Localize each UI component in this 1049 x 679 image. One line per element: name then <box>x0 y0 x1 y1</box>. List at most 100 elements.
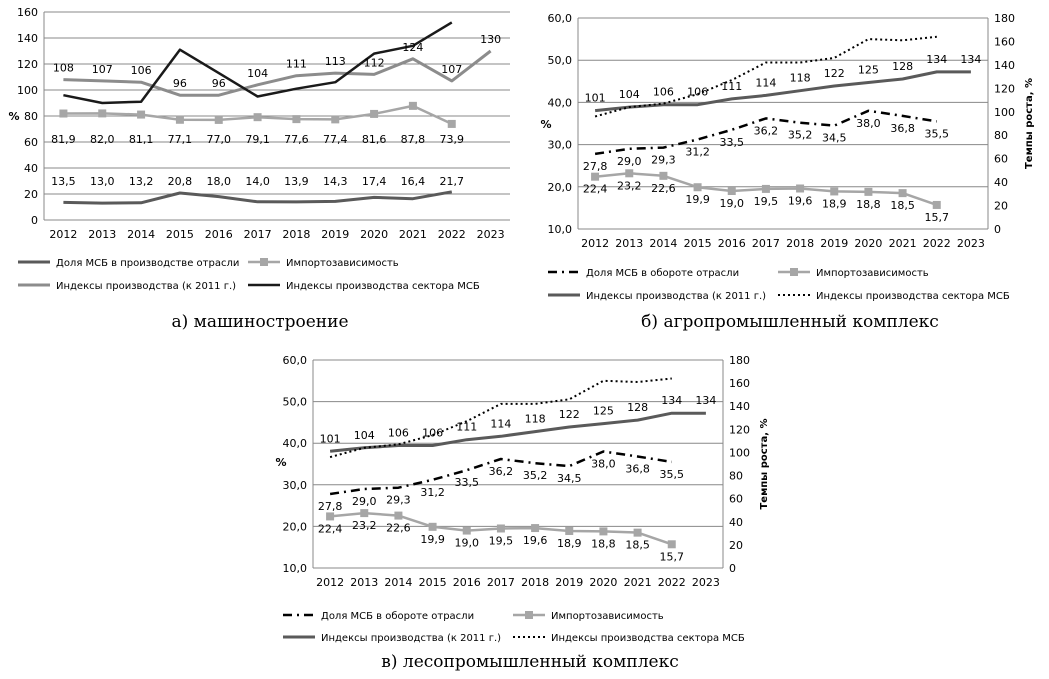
y-tick-label: 10,0 <box>283 562 308 575</box>
series-marker-1 <box>447 119 456 128</box>
data-label: 19,9 <box>420 533 445 546</box>
data-label: 31,2 <box>420 486 445 499</box>
data-label: 128 <box>627 401 648 414</box>
y-tick-label: 40,0 <box>283 437 308 450</box>
data-label: 96 <box>173 77 187 90</box>
data-label: 79,1 <box>245 133 270 146</box>
y2-tick-label: 120 <box>729 423 750 436</box>
x-tick-label: 2014 <box>649 237 677 250</box>
series-marker-1 <box>693 183 702 192</box>
data-label: 106 <box>422 427 443 440</box>
data-label: 15,7 <box>925 211 950 224</box>
data-label: 33,5 <box>720 136 745 149</box>
data-label: 101 <box>320 432 341 445</box>
data-label: 14,3 <box>323 175 348 188</box>
legend-label: Индексы производства (к 2011 г.) <box>321 633 501 644</box>
data-label: 19,9 <box>685 193 710 206</box>
data-label: 29,3 <box>386 494 411 507</box>
y2-tick-label: 60 <box>729 493 743 506</box>
x-tick-label: 2016 <box>718 237 746 250</box>
y-tick-label: 160 <box>17 6 38 19</box>
x-tick-label: 2021 <box>624 576 652 589</box>
y-tick-label: 100 <box>17 84 38 97</box>
series-line-0 <box>329 450 672 496</box>
y2-tick-label: 140 <box>994 59 1015 72</box>
legend-label: Импортозависимость <box>551 611 664 622</box>
series-marker-1 <box>292 115 301 124</box>
y2-tick-label: 120 <box>994 82 1015 95</box>
caption-timber: в) лесопромышленный комплекс <box>381 652 679 672</box>
data-label: 33,5 <box>455 476 480 489</box>
data-label: 34,5 <box>822 132 847 145</box>
series-line-2 <box>329 411 706 453</box>
y-tick-label: 40 <box>24 162 38 175</box>
series-marker-1 <box>599 527 608 536</box>
series-marker-1 <box>531 524 540 533</box>
legend-label: Доля МСБ в обороте отрасли <box>586 268 739 279</box>
series-marker-1 <box>625 169 634 178</box>
x-tick-label: 2021 <box>399 228 427 241</box>
y2-tick-label: 100 <box>994 106 1015 119</box>
data-label: 18,5 <box>625 539 650 552</box>
data-label: 29,0 <box>617 155 642 168</box>
data-label: 134 <box>960 53 981 66</box>
x-tick-label: 2019 <box>321 228 349 241</box>
y-tick-label: 30,0 <box>548 139 573 152</box>
data-label: 36,2 <box>754 124 779 137</box>
legend-label: Индексы производства (к 2011 г.) <box>586 291 766 302</box>
caption-agro: б) агропромышленный комплекс <box>641 312 939 332</box>
series-marker-1 <box>214 115 223 124</box>
series-marker-1 <box>496 524 505 533</box>
chart-timber: 10,0 20,0 30,0 40,0 50,0 60,0 0 20 40 60 80 100 120 1… <box>275 354 770 644</box>
y2-tick-label: 60 <box>994 153 1008 166</box>
data-label: 18,9 <box>822 197 847 210</box>
data-label: 36,8 <box>625 463 650 476</box>
data-label: 19,0 <box>455 537 480 550</box>
data-label: 27,8 <box>583 160 608 173</box>
x-tick-label: 2013 <box>88 228 116 241</box>
series-marker-1 <box>796 184 805 193</box>
data-label: 22,4 <box>318 522 343 535</box>
x-tick-label: 2015 <box>419 576 447 589</box>
data-label: 35,2 <box>523 469 548 482</box>
data-label: 114 <box>755 76 776 89</box>
series-line-2 <box>594 70 971 113</box>
data-label: 118 <box>790 72 811 85</box>
y-tick-label: 80 <box>24 110 38 123</box>
data-label: 108 <box>53 62 74 75</box>
legend-label: Импортозависимость <box>286 258 399 269</box>
x-tick-label: 2018 <box>521 576 549 589</box>
series-marker-1 <box>898 189 907 198</box>
series-marker-1 <box>633 528 642 537</box>
data-label: 20,8 <box>168 175 193 188</box>
y2-tick-label: 180 <box>994 12 1015 25</box>
x-tick-label: 2019 <box>820 237 848 250</box>
data-label: 19,6 <box>788 194 813 207</box>
data-label: 31,2 <box>685 146 710 159</box>
data-label: 111 <box>456 421 477 434</box>
x-tick-label: 2012 <box>316 576 344 589</box>
y2-axis-title: Темпы роста, % <box>759 418 770 509</box>
y-axis-title: % <box>8 110 19 123</box>
series-line-3 <box>594 35 937 118</box>
data-label: 122 <box>559 408 580 421</box>
series-marker-1 <box>394 511 403 520</box>
legend-label: Индексы производства сектора МСБ <box>286 281 480 292</box>
x-tick-label: 2023 <box>957 237 985 250</box>
series-marker-1 <box>727 187 736 196</box>
data-label: 107 <box>92 63 113 76</box>
data-label: 36,8 <box>890 122 915 135</box>
series-marker-1 <box>98 109 107 118</box>
x-tick-label: 2016 <box>453 576 481 589</box>
y2-tick-label: 180 <box>729 354 750 367</box>
data-label: 114 <box>490 417 511 430</box>
x-tick-label: 2022 <box>438 228 466 241</box>
data-label: 104 <box>354 429 375 442</box>
y-axis-title: % <box>275 456 286 469</box>
series-marker-1 <box>932 200 941 209</box>
data-label: 101 <box>585 92 606 105</box>
data-label: 19,5 <box>754 195 779 208</box>
y-tick-label: 60,0 <box>283 354 308 367</box>
x-tick-label: 2013 <box>350 576 378 589</box>
data-label: 104 <box>247 67 268 80</box>
